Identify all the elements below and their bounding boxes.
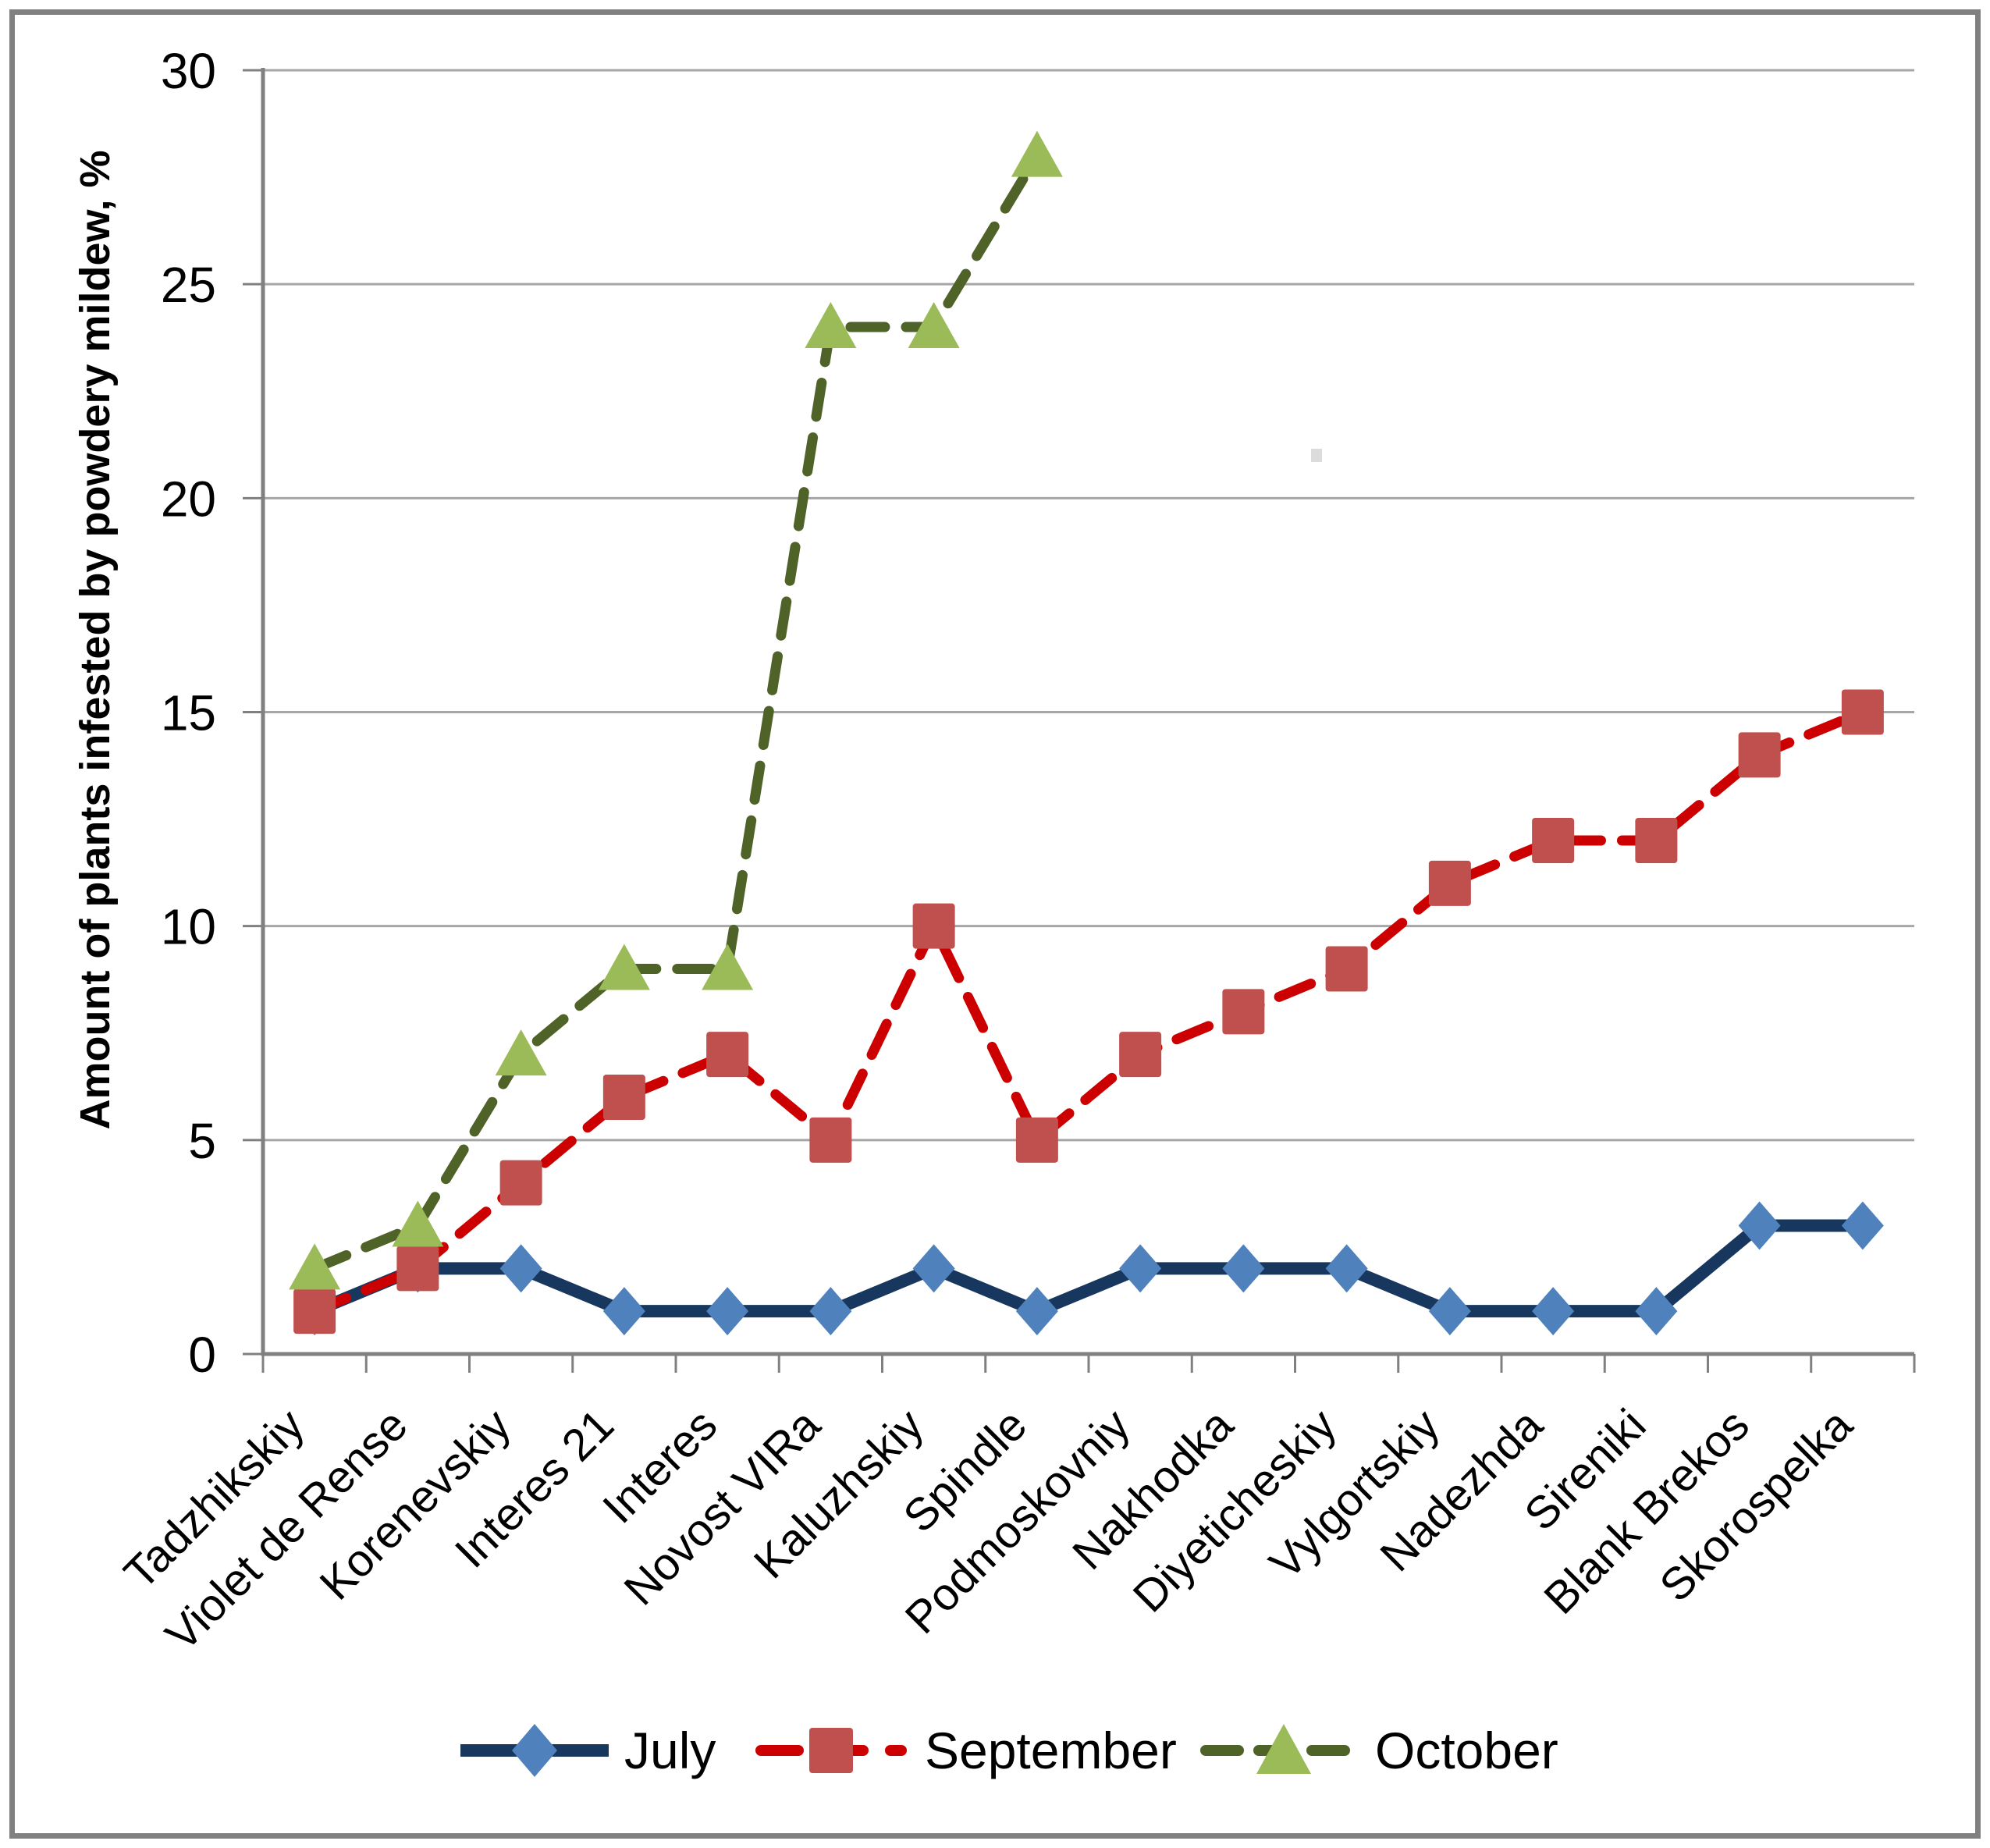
data-point-july (1428, 1287, 1471, 1336)
data-point-september (1015, 1117, 1058, 1163)
data-point-july (1738, 1201, 1781, 1250)
data-point-october (702, 944, 754, 990)
data-point-september (499, 1160, 542, 1206)
legend-label-july: July (624, 1722, 716, 1779)
data-point-september (1119, 1032, 1162, 1078)
data-point-september (1428, 860, 1471, 906)
data-point-september (912, 903, 955, 949)
data-point-september (1635, 818, 1678, 863)
y-axis-title: Amount of plants infested by powdery mil… (72, 150, 119, 1129)
y-axis-tick-label: 30 (161, 43, 216, 99)
data-point-july (1532, 1287, 1575, 1336)
y-axis-tick-label: 20 (161, 471, 216, 527)
data-point-july (1015, 1287, 1058, 1336)
data-point-september (706, 1032, 749, 1078)
series-line-july (308, 1219, 1869, 1318)
data-point-october (495, 1029, 547, 1076)
data-series-group (289, 130, 1884, 1336)
data-point-september (1841, 689, 1884, 735)
data-point-july (1119, 1244, 1162, 1293)
y-axis-tick-labels-group: 0 5 10 15 20 25 30 (161, 43, 216, 1383)
data-point-october (598, 944, 650, 990)
data-point-october (289, 1243, 341, 1290)
axes-group (243, 68, 1916, 1373)
data-point-july (499, 1244, 542, 1293)
data-point-july (1841, 1201, 1884, 1250)
series-line-september (309, 707, 1868, 1317)
data-point-july (706, 1287, 749, 1336)
data-point-october (1011, 130, 1063, 177)
data-point-september (602, 1075, 645, 1120)
data-point-july (602, 1287, 645, 1336)
data-point-september (809, 1117, 852, 1163)
legend-item-september: September (755, 1722, 1177, 1779)
legend-item-october: October (1200, 1722, 1558, 1779)
data-point-september (1532, 818, 1575, 863)
y-axis-tick-label: 5 (188, 1113, 216, 1169)
legend: July September October (460, 1722, 1558, 1779)
y-axis-tick-label: 25 (161, 257, 216, 313)
legend-diamond-marker-icon (512, 1724, 557, 1777)
legend-square-marker-icon (809, 1728, 853, 1773)
data-point-september (1738, 732, 1781, 778)
data-point-september (1222, 989, 1265, 1035)
data-point-october (805, 302, 857, 348)
legend-label-october: October (1375, 1722, 1558, 1779)
data-point-october (392, 1200, 444, 1247)
data-point-july (809, 1287, 852, 1336)
stray-artifact-dot (1311, 449, 1322, 462)
legend-label-september: September (925, 1722, 1177, 1779)
gridlines-group (263, 69, 1914, 1142)
data-point-july (912, 1244, 955, 1293)
data-point-september (396, 1246, 439, 1292)
y-axis-tick-label: 0 (188, 1327, 216, 1383)
data-point-july (1222, 1244, 1265, 1293)
data-point-september (293, 1288, 336, 1334)
data-point-july (1635, 1287, 1678, 1336)
y-axis-tick-label: 10 (161, 899, 216, 955)
series-line-october (309, 151, 1043, 1274)
y-axis-tick-label: 15 (161, 685, 216, 741)
legend-item-july: July (460, 1722, 716, 1779)
data-point-september (1325, 946, 1368, 992)
data-point-july (1325, 1244, 1368, 1293)
data-point-october (908, 302, 960, 348)
legend-triangle-marker-icon (1256, 1724, 1311, 1774)
